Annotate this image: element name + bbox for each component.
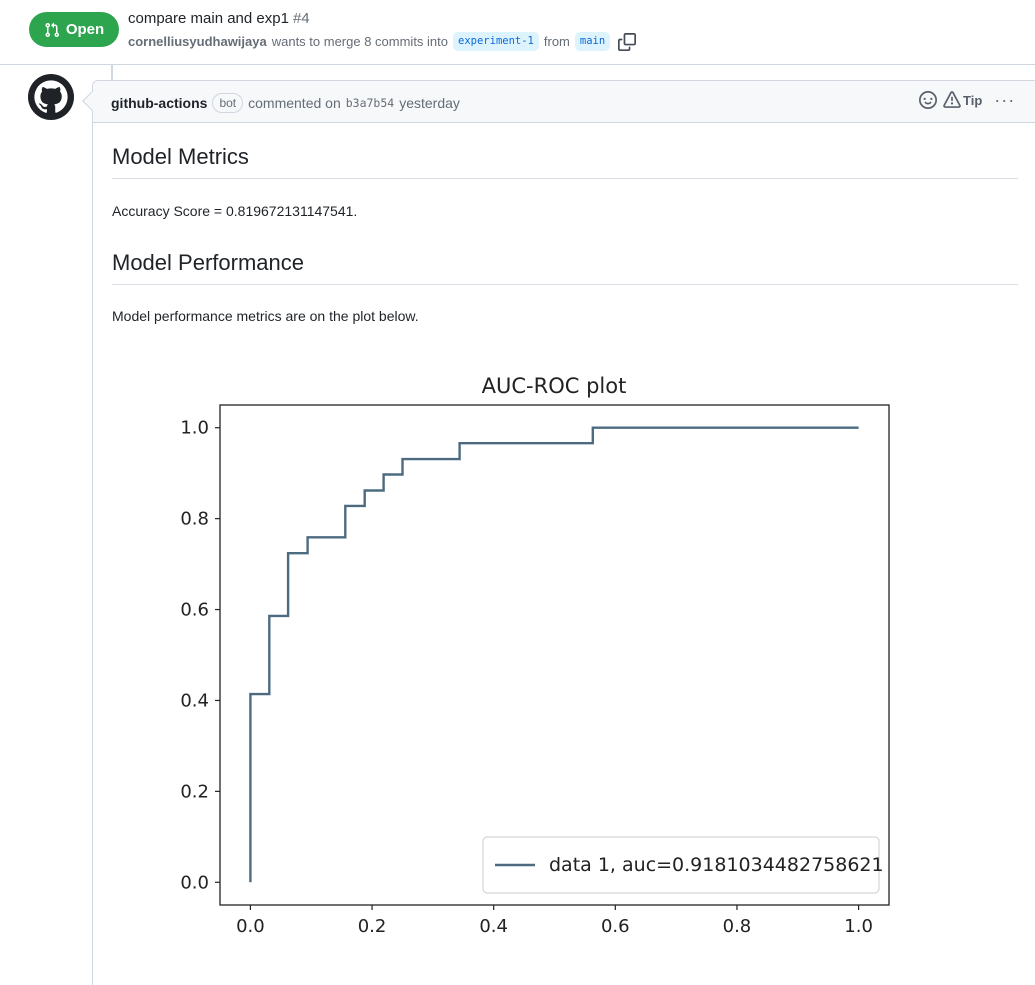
y-tick-label: 0.2	[180, 781, 209, 802]
legend-label: data 1, auc=0.9181034482758621	[549, 854, 884, 876]
tip-button[interactable]: Tip	[943, 91, 982, 109]
x-tick-label: 0.8	[723, 916, 752, 937]
smiley-icon[interactable]	[919, 91, 937, 109]
roc-curve-line	[249, 426, 859, 883]
chart-title: AUC-ROC plot	[482, 374, 627, 398]
pr-state-badge: Open	[29, 12, 119, 47]
performance-text: Model performance metrics are on the plo…	[112, 308, 419, 324]
copy-icon[interactable]	[618, 32, 637, 51]
x-tick-label: 1.0	[844, 916, 873, 937]
y-tick-label: 0.4	[180, 690, 209, 711]
timeline-connector	[111, 65, 113, 80]
git-pull-request-icon	[45, 22, 59, 37]
roc-chart-svg: AUC-ROC plot 0.0 0.2 0.4 0.6 0.8 1.0 0.00.20.…	[180, 374, 890, 937]
kebab-menu-icon[interactable]: ···	[994, 90, 1016, 110]
x-tick-label: 0.2	[358, 916, 387, 937]
pr-header: Open compare main and exp1 #4 cornelliusy…	[0, 0, 1035, 65]
commit-link[interactable]: b3a7b54	[345, 96, 395, 110]
pr-author-link[interactable]: cornelliusyudhawijaya	[128, 34, 267, 49]
y-tick-label: 0.0	[180, 872, 209, 893]
plot-frame	[219, 404, 890, 906]
comment-header: github-actions bot commented on b3a7b54 …	[93, 81, 1035, 123]
accuracy-text: Accuracy Score = 0.819672131147541.	[112, 203, 358, 219]
comment-author-link[interactable]: github-actions	[111, 95, 208, 111]
y-tick-label: 0.8	[180, 509, 209, 530]
pr-merge-text: wants to merge 8 commits into	[271, 34, 449, 49]
bot-badge: bot	[212, 93, 244, 113]
chart-series	[249, 426, 859, 883]
heading-model-metrics: Model Metrics	[112, 144, 1018, 179]
x-axis-ticks: 0.0 0.2 0.4 0.6 0.8 1.0	[236, 905, 873, 937]
x-tick-label: 0.4	[479, 916, 508, 937]
alert-icon	[943, 91, 961, 108]
y-tick-label: 1.0	[180, 418, 209, 439]
pr-title[interactable]: compare main and exp1	[128, 10, 289, 27]
comment-action-text: commented on	[248, 95, 341, 111]
comment-time[interactable]: yesterday	[399, 95, 460, 111]
pr-from-text: from	[543, 34, 570, 49]
pr-state-label: Open	[65, 21, 105, 38]
x-tick-label: 0.0	[236, 916, 265, 937]
comment-box: github-actions bot commented on b3a7b54 …	[82, 80, 1035, 985]
github-mark-icon	[28, 74, 74, 120]
pr-number: #4	[292, 10, 310, 27]
y-axis-ticks: 0.0 0.2 0.4 0.6 0.8 1.0	[180, 418, 220, 893]
tip-label: Tip	[963, 92, 983, 108]
pr-title-row: compare main and exp1 #4	[128, 10, 310, 27]
x-tick-label: 0.6	[601, 916, 630, 937]
legend-box	[482, 836, 880, 894]
roc-chart: AUC-ROC plot 0.0 0.2 0.4 0.6 0.8 1.0 0.0 0.2 0.…	[163, 369, 903, 959]
heading-model-performance: Model Performance	[112, 250, 1018, 285]
head-branch[interactable]: main	[574, 32, 611, 51]
chart-legend: data 1, auc=0.9181034482758621	[482, 836, 884, 894]
pr-meta: cornelliusyudhawijaya wants to merge 8 c…	[128, 32, 637, 51]
y-tick-label: 0.6	[180, 600, 209, 621]
avatar[interactable]	[28, 74, 74, 120]
base-branch[interactable]: experiment-1	[453, 32, 539, 51]
comment-header-info: github-actions bot commented on b3a7b54 …	[111, 93, 460, 113]
comment-actions: Tip ···	[919, 91, 1015, 109]
